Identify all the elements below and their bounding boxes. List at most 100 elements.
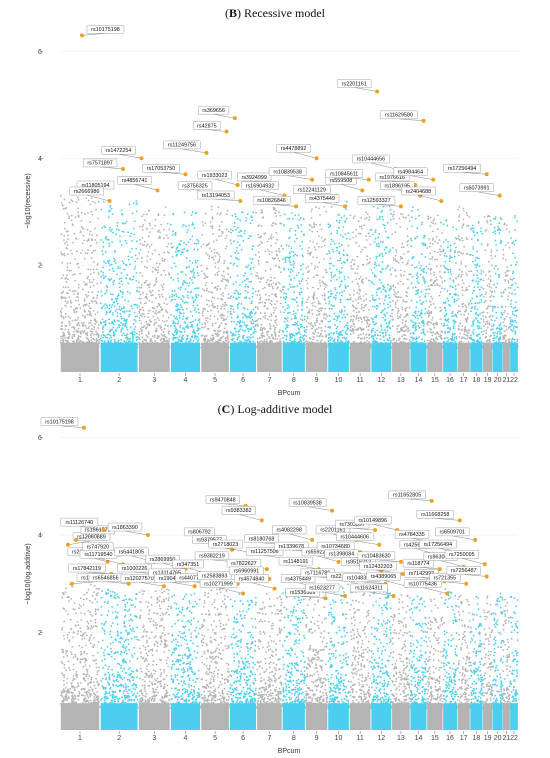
snp-label: rs4574840 — [239, 576, 264, 582]
snp-rs2404688: rs2404688 — [401, 186, 444, 203]
snp-point — [482, 562, 487, 567]
snp-point — [377, 542, 382, 547]
x-tick-label: 7 — [267, 735, 271, 742]
x-tick-label: 12 — [377, 377, 385, 384]
background-points-chr13 — [391, 210, 411, 349]
x-tick-label: 7 — [267, 377, 271, 384]
snp-point — [360, 188, 365, 193]
snp-label: rs10734680 — [321, 544, 349, 550]
point-band-chr19 — [483, 342, 493, 372]
snp-rs17053750: rs17053750 — [142, 164, 188, 177]
snp-label: rs1933023 — [202, 173, 227, 179]
snp-label: rs7250095 — [449, 552, 474, 558]
point-band-chr21 — [502, 342, 510, 372]
snp-label: rs2718023 — [213, 542, 238, 548]
snp-point — [107, 199, 112, 203]
chart-title: (C) Log-additive model — [217, 402, 333, 416]
snp-point — [126, 581, 131, 586]
snp-label: rs10444606 — [340, 535, 368, 541]
x-tick-label: 3 — [152, 377, 156, 384]
background-points-chr11 — [348, 588, 372, 709]
background-points-chr2 — [100, 588, 139, 709]
snp-label: rs4375449 — [285, 576, 310, 582]
snp-point — [497, 193, 502, 198]
background-points-chr13 — [391, 594, 411, 709]
snp-point — [235, 182, 240, 187]
background-points-chr19 — [482, 595, 494, 709]
x-tick-label: 4 — [184, 735, 188, 742]
snp-label: rs11652805 — [393, 493, 421, 499]
snp-rs1472254: rs1472254 — [101, 146, 144, 161]
background-points-chr5 — [200, 205, 230, 349]
snp-rs11249756: rs11249756 — [163, 140, 209, 155]
background-points-chr11 — [348, 211, 372, 349]
snp-label: rs2869950 — [150, 557, 175, 563]
snp-point — [294, 204, 299, 209]
snp-point — [192, 584, 197, 589]
snp-rs10175198: rs10175198 — [40, 417, 86, 430]
snp-label: rs10826846 — [257, 198, 285, 204]
x-tick-label: 10 — [335, 377, 343, 384]
snp-point — [224, 129, 229, 134]
snp-rs2666986: rs2666986 — [69, 186, 112, 203]
snp-label: rs11668258 — [421, 512, 449, 518]
x-tick-label: 8 — [292, 377, 296, 384]
snp-label: rs10271999 — [204, 581, 232, 587]
background-points-chr12 — [370, 205, 393, 349]
snp-point — [259, 518, 264, 523]
snp-label: rs1472254 — [106, 148, 131, 154]
x-tick-label: 20 — [494, 377, 502, 384]
snp-point — [439, 199, 444, 203]
x-tick-label: 2 — [117, 377, 121, 384]
y-tick-label: 4 — [38, 533, 42, 540]
snp-label: rs4478892 — [281, 146, 306, 152]
snp-label: rs2404688 — [406, 189, 431, 195]
background-points-chr7 — [256, 206, 283, 349]
x-tick-label: 11 — [356, 377, 363, 384]
x-tick-label: 5 — [213, 377, 217, 384]
point-band-chr16 — [443, 342, 457, 372]
snp-label: rs747920 — [87, 544, 109, 550]
point-band-chr16 — [443, 703, 457, 730]
snp-point — [391, 593, 396, 598]
snp-label: rs12432203 — [364, 564, 392, 570]
snp-rs6073991: rs6073991 — [459, 183, 502, 198]
snp-label: rs17053750 — [147, 166, 175, 172]
snp-rs10826846: rs10826846 — [252, 196, 299, 209]
snp-rs11126740: rs11126740 — [60, 517, 106, 533]
snp-label: rs8180768 — [249, 537, 274, 543]
snp-point — [457, 518, 462, 523]
snp-point — [400, 572, 405, 576]
y-tick-label: 6 — [38, 49, 42, 56]
snp-point — [343, 204, 348, 209]
snp-label: rs7256487 — [451, 568, 476, 574]
background-points-chr15 — [426, 592, 444, 709]
snp-label: rs10149896 — [358, 518, 386, 524]
snp-rs2201161: rs2201161 — [337, 79, 380, 94]
snp-label: rs6960991 — [234, 569, 259, 575]
snp-point — [161, 584, 166, 589]
snp-label: rs1339678 — [279, 544, 304, 550]
point-band-chr8 — [282, 342, 305, 372]
x-tick-label: 9 — [315, 735, 319, 742]
snp-label: rs10483630 — [362, 554, 390, 560]
snp-label: rs17256494 — [424, 542, 452, 548]
snp-point — [120, 166, 125, 171]
snp-label: rs9382219 — [199, 554, 224, 560]
snp-point — [101, 528, 106, 533]
snp-label: rs1000226 — [122, 566, 147, 572]
snp-rs9383382: rs9383382 — [221, 506, 264, 523]
snp-rs12593327: rs12593327 — [357, 196, 403, 209]
background-points-chr20 — [491, 592, 504, 709]
snp-label: rs17842119 — [73, 566, 101, 572]
snp-label: rs13194053 — [202, 193, 230, 199]
snp-point — [473, 537, 478, 542]
snp-rs4375449: rs4375449 — [305, 194, 348, 209]
point-band-chr20 — [492, 703, 503, 730]
point-band-chr14 — [410, 703, 427, 730]
background-points-chr14 — [409, 206, 428, 349]
snp-point — [343, 593, 348, 598]
x-tick-label: 18 — [473, 377, 481, 384]
x-tick-label: 11 — [356, 735, 363, 742]
snp-point — [69, 581, 74, 586]
